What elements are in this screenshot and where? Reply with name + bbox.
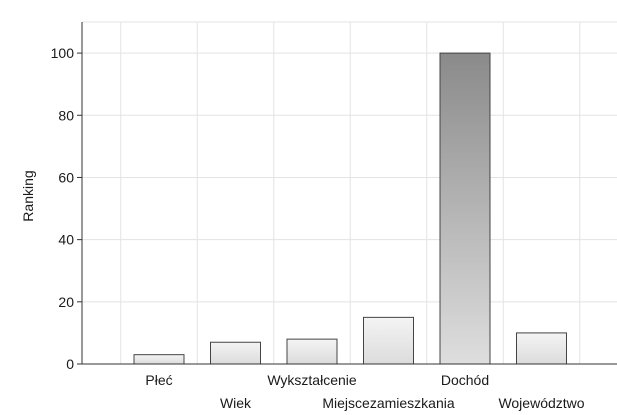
bar-2 (286, 338, 338, 365)
y-tick-label: 0 (66, 356, 74, 372)
x-tick-label: Dochód (441, 372, 489, 388)
bar-4 (439, 52, 491, 365)
bar-3 (363, 316, 414, 365)
bar-0 (133, 354, 185, 365)
bar-1 (210, 341, 261, 365)
x-tick-label: Wykształcenie (267, 372, 357, 388)
x-tick-label: Miejscezamieszkania (322, 395, 454, 411)
y-tick-label: 100 (51, 45, 75, 61)
x-tick-label: Województwo (498, 395, 584, 411)
y-tick-label: 20 (58, 294, 74, 310)
axes (77, 22, 617, 365)
y-tick-label: 80 (58, 107, 74, 123)
bar-5 (516, 332, 567, 365)
y-tick-label: 40 (58, 232, 74, 248)
x-tick-label: Wiek (220, 395, 252, 411)
x-tick-label: Płeć (145, 372, 172, 388)
y-tick-label: 60 (58, 169, 74, 185)
bars (133, 52, 567, 365)
y-axis-title: Ranking (20, 170, 36, 221)
grid (82, 21, 617, 364)
labels: 0 20 40 60 80 100 Płeć Wiek Wykształcenie Miejsce… (51, 45, 585, 411)
